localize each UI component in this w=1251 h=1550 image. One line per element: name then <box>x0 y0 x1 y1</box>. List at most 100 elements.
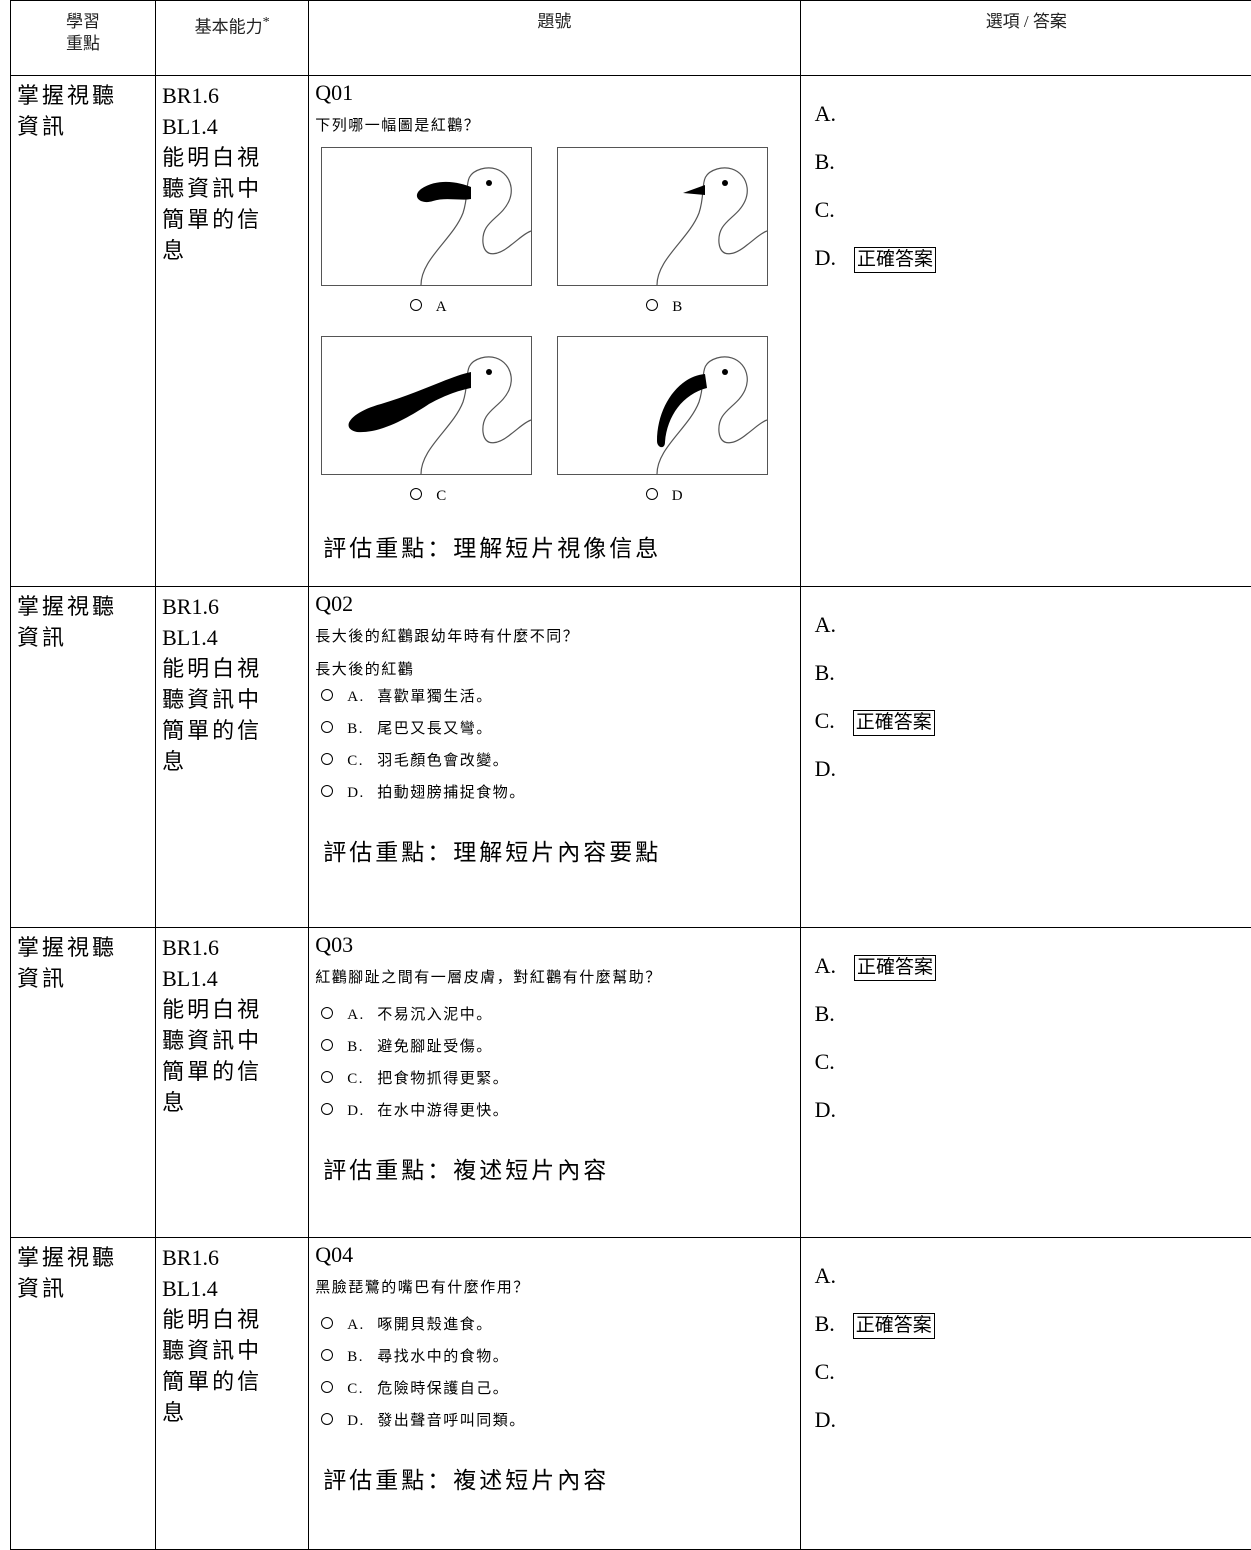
choice-letter: B. <box>815 1311 835 1336</box>
image-caption: A <box>321 292 535 336</box>
option: C.把食物抓得更緊。 <box>321 1063 793 1095</box>
bird-shape <box>722 180 728 186</box>
focus-cell: 掌握視聽資訊 <box>11 928 156 1238</box>
header-row: 學習重點 基本能力* 題號 選項 / 答案 <box>11 1 1251 76</box>
option-text: 危險時保護自己。 <box>377 1381 509 1397</box>
option: A.喜歡單獨生活。 <box>321 681 793 713</box>
choice: B. <box>807 138 1246 186</box>
option-text: 不易沉入泥中。 <box>377 1007 493 1023</box>
option-letter: B. <box>347 713 377 745</box>
focus-text: 掌握視聽 <box>17 1242 149 1273</box>
question-stem: 紅鸛腳趾之間有一層皮膚，對紅鸛有什麼幫助？ <box>315 966 793 987</box>
option-text: 拍動翅膀捕捉食物。 <box>377 785 526 801</box>
ability-text: 聽資訊中 <box>162 1335 302 1366</box>
choice: A. <box>807 601 1246 649</box>
ability-code: BR1.6 <box>162 1242 302 1273</box>
choice-letter: D. <box>815 756 836 781</box>
ability-code: BL1.4 <box>162 622 302 653</box>
radio-circle <box>321 1413 333 1425</box>
focus-cell: 掌握視聽資訊 <box>11 1238 156 1550</box>
choice: A. 正確答案 <box>807 942 1246 990</box>
option-letter: A. <box>347 999 377 1031</box>
assessment-focus: 評估重點：複述短片內容 <box>323 1151 793 1185</box>
header-ability: 基本能力* <box>156 1 309 76</box>
choice-letter: C. <box>815 197 835 222</box>
option: A.不易沉入泥中。 <box>321 999 793 1031</box>
choice-letter: A. <box>815 612 836 637</box>
radio-circle <box>646 488 658 500</box>
option-letter: C <box>436 488 446 504</box>
header-answer: 選項 / 答案 <box>800 1 1251 76</box>
option-letter: D <box>672 488 683 504</box>
choice-letter: B. <box>815 660 835 685</box>
image-option: A <box>321 147 535 336</box>
choice: B. <box>807 990 1246 1038</box>
focus-text: 資訊 <box>17 111 149 142</box>
radio-circle <box>321 1007 333 1019</box>
question-id: Q03 <box>315 932 793 958</box>
choice: C.正確答案 <box>807 697 1246 745</box>
option: C.羽毛顏色會改變。 <box>321 745 793 777</box>
option-letter: D. <box>347 777 377 809</box>
ability-text: 息 <box>162 746 302 777</box>
option-letter: C. <box>347 1373 377 1405</box>
footnote-mark: * <box>263 14 270 30</box>
choice: D. <box>807 1396 1246 1444</box>
option: B.尋找水中的食物。 <box>321 1341 793 1373</box>
ability-text: 息 <box>162 1087 302 1118</box>
option-letter: A <box>436 299 447 315</box>
image-caption: B <box>557 292 771 336</box>
ability-code: BR1.6 <box>162 591 302 622</box>
ability-text: 簡單的信 <box>162 1056 302 1087</box>
option-letter: A. <box>347 681 377 713</box>
bird-picture <box>321 147 535 287</box>
option-text: 尋找水中的食物。 <box>377 1349 509 1365</box>
question-stem: 下列哪一幅圖是紅鸛？ <box>315 114 793 135</box>
choice: D. <box>807 745 1246 793</box>
radio-circle <box>321 785 333 797</box>
assessment-focus: 評估重點：理解短片視像信息 <box>323 529 793 563</box>
option-text: 啄開貝殼進食。 <box>377 1317 493 1333</box>
image-caption: C <box>321 481 535 525</box>
focus-text: 資訊 <box>17 1273 149 1304</box>
image-option: B <box>557 147 771 336</box>
choice: C. <box>807 1348 1246 1396</box>
choice-letter: A. <box>815 953 836 978</box>
correct-answer: 正確答案 <box>854 955 936 981</box>
radio-circle <box>321 1317 333 1329</box>
choice: A. <box>807 90 1246 138</box>
option-text: 在水中游得更快。 <box>377 1103 509 1119</box>
ability-text: 聽資訊中 <box>162 173 302 204</box>
radio-circle <box>321 721 333 733</box>
ability-text: 能明白視 <box>162 653 302 684</box>
image-caption: D <box>557 481 771 525</box>
radio-circle <box>646 299 658 311</box>
option-letter: B. <box>347 1341 377 1373</box>
choice-letter: D. <box>815 245 836 270</box>
assessment-focus: 評估重點：複述短片內容 <box>323 1461 793 1495</box>
header-text: 學習 <box>17 11 149 33</box>
choice-letter: C. <box>815 708 835 733</box>
question-stem: 黑臉琵鷺的嘴巴有什麼作用？ <box>315 1276 793 1297</box>
answer-cell: A. B. C.正確答案 D. <box>800 587 1251 928</box>
choice-letter: A. <box>815 1263 836 1288</box>
choice: B. <box>807 649 1246 697</box>
ability-text: 簡單的信 <box>162 204 302 235</box>
option-text: 羽毛顏色會改變。 <box>377 753 509 769</box>
bird-shape <box>486 180 492 186</box>
option: B.避免腳趾受傷。 <box>321 1031 793 1063</box>
option-letter: B <box>672 299 682 315</box>
radio-circle <box>410 299 422 311</box>
correct-answer: 正確答案 <box>853 1313 935 1339</box>
ability-code: BR1.6 <box>162 932 302 963</box>
ability-code: BL1.4 <box>162 111 302 142</box>
ability-text: 聽資訊中 <box>162 1025 302 1056</box>
choice-letter: C. <box>815 1049 835 1074</box>
